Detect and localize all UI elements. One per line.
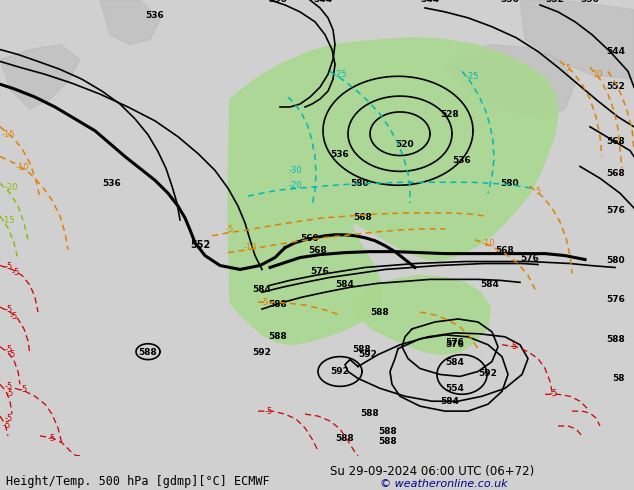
Text: 588: 588	[371, 308, 389, 317]
Text: -15: -15	[2, 216, 15, 225]
Text: 588: 588	[353, 344, 372, 354]
Text: Su 29-09-2024 06:00 UTC (06+72): Su 29-09-2024 06:00 UTC (06+72)	[330, 465, 534, 478]
Text: -15: -15	[1, 130, 15, 139]
Text: 580: 580	[606, 255, 625, 265]
Text: 568: 568	[606, 137, 625, 146]
Polygon shape	[0, 45, 80, 109]
Text: 588: 588	[361, 409, 379, 418]
Text: 588: 588	[269, 332, 287, 341]
Text: -5: -5	[510, 342, 518, 351]
Text: 576: 576	[606, 295, 625, 304]
Text: -5: -5	[6, 389, 14, 398]
Text: -5: -5	[12, 269, 20, 277]
Text: 552: 552	[606, 82, 625, 91]
Text: -30: -30	[288, 167, 302, 175]
Text: -5: -5	[20, 385, 29, 394]
Text: 536: 536	[103, 179, 121, 188]
Text: 536: 536	[146, 11, 164, 20]
Text: 520: 520	[396, 140, 414, 148]
Text: 592: 592	[330, 368, 349, 376]
Text: -20: -20	[5, 183, 18, 192]
Text: 568: 568	[606, 170, 625, 178]
Text: -10: -10	[481, 239, 495, 247]
Text: 5: 5	[566, 64, 571, 74]
Text: -5: -5	[3, 421, 11, 430]
Text: 588: 588	[139, 347, 157, 357]
Text: 544: 544	[606, 48, 625, 56]
Text: 588: 588	[335, 434, 354, 443]
Text: 536: 536	[453, 156, 471, 166]
Text: -5: -5	[550, 389, 559, 398]
Text: 592: 592	[479, 369, 498, 378]
Text: 584: 584	[252, 285, 271, 294]
Text: -20: -20	[288, 181, 302, 190]
Text: 536: 536	[581, 0, 599, 4]
Text: 554: 554	[446, 384, 465, 393]
Text: -5: -5	[261, 298, 269, 307]
Polygon shape	[100, 0, 160, 45]
Text: -5: -5	[226, 225, 234, 234]
Text: 568: 568	[354, 213, 372, 222]
Text: 576: 576	[446, 338, 465, 347]
Text: © weatheronline.co.uk: © weatheronline.co.uk	[380, 479, 508, 489]
Polygon shape	[445, 45, 575, 119]
Text: 552: 552	[190, 240, 210, 250]
Text: 568: 568	[496, 245, 514, 255]
Text: 528: 528	[441, 110, 460, 119]
Text: 584: 584	[441, 397, 460, 406]
Text: 536: 536	[82, 0, 101, 2]
Text: 552: 552	[546, 0, 564, 4]
Polygon shape	[228, 38, 558, 345]
Text: 536: 536	[330, 149, 349, 159]
Text: -5: -5	[5, 344, 13, 354]
Text: 576: 576	[521, 253, 540, 263]
Text: 588: 588	[378, 427, 398, 436]
Text: -5: -5	[8, 350, 16, 359]
Text: -25: -25	[465, 72, 479, 81]
Text: 536: 536	[501, 0, 519, 4]
Text: 580: 580	[351, 179, 370, 188]
Text: 10: 10	[592, 70, 602, 79]
Text: 536: 536	[269, 0, 287, 4]
Text: 592: 592	[252, 347, 271, 357]
Text: -5: -5	[10, 312, 18, 321]
Text: Height/Temp. 500 hPa [gdmp][°C] ECMWF: Height/Temp. 500 hPa [gdmp][°C] ECMWF	[6, 474, 270, 488]
Text: 576: 576	[311, 268, 330, 276]
Text: -5: -5	[5, 414, 13, 423]
Text: 588: 588	[606, 335, 625, 344]
Text: -5: -5	[48, 434, 56, 443]
Text: -25: -25	[333, 70, 347, 79]
Text: -10: -10	[243, 243, 257, 252]
Text: 58: 58	[612, 374, 625, 383]
Text: 584: 584	[446, 358, 465, 367]
Text: -5: -5	[5, 382, 13, 392]
Text: 568: 568	[309, 245, 327, 255]
Text: 584: 584	[481, 280, 500, 289]
Text: -5: -5	[5, 263, 13, 271]
Text: 588: 588	[269, 300, 287, 309]
Text: 576: 576	[446, 340, 465, 349]
Text: 580: 580	[501, 179, 519, 188]
Polygon shape	[520, 0, 634, 79]
Text: 588: 588	[378, 437, 398, 446]
Text: 560: 560	[301, 234, 320, 243]
Text: -10: -10	[15, 163, 29, 172]
Text: 5: 5	[535, 187, 541, 196]
Text: 584: 584	[335, 280, 354, 289]
Text: 576: 576	[606, 206, 625, 215]
Text: -5: -5	[265, 407, 273, 416]
Text: 592: 592	[359, 350, 377, 359]
Text: 544: 544	[313, 0, 332, 4]
Text: 544: 544	[420, 0, 439, 4]
Text: -5: -5	[5, 305, 13, 314]
Polygon shape	[355, 275, 490, 355]
